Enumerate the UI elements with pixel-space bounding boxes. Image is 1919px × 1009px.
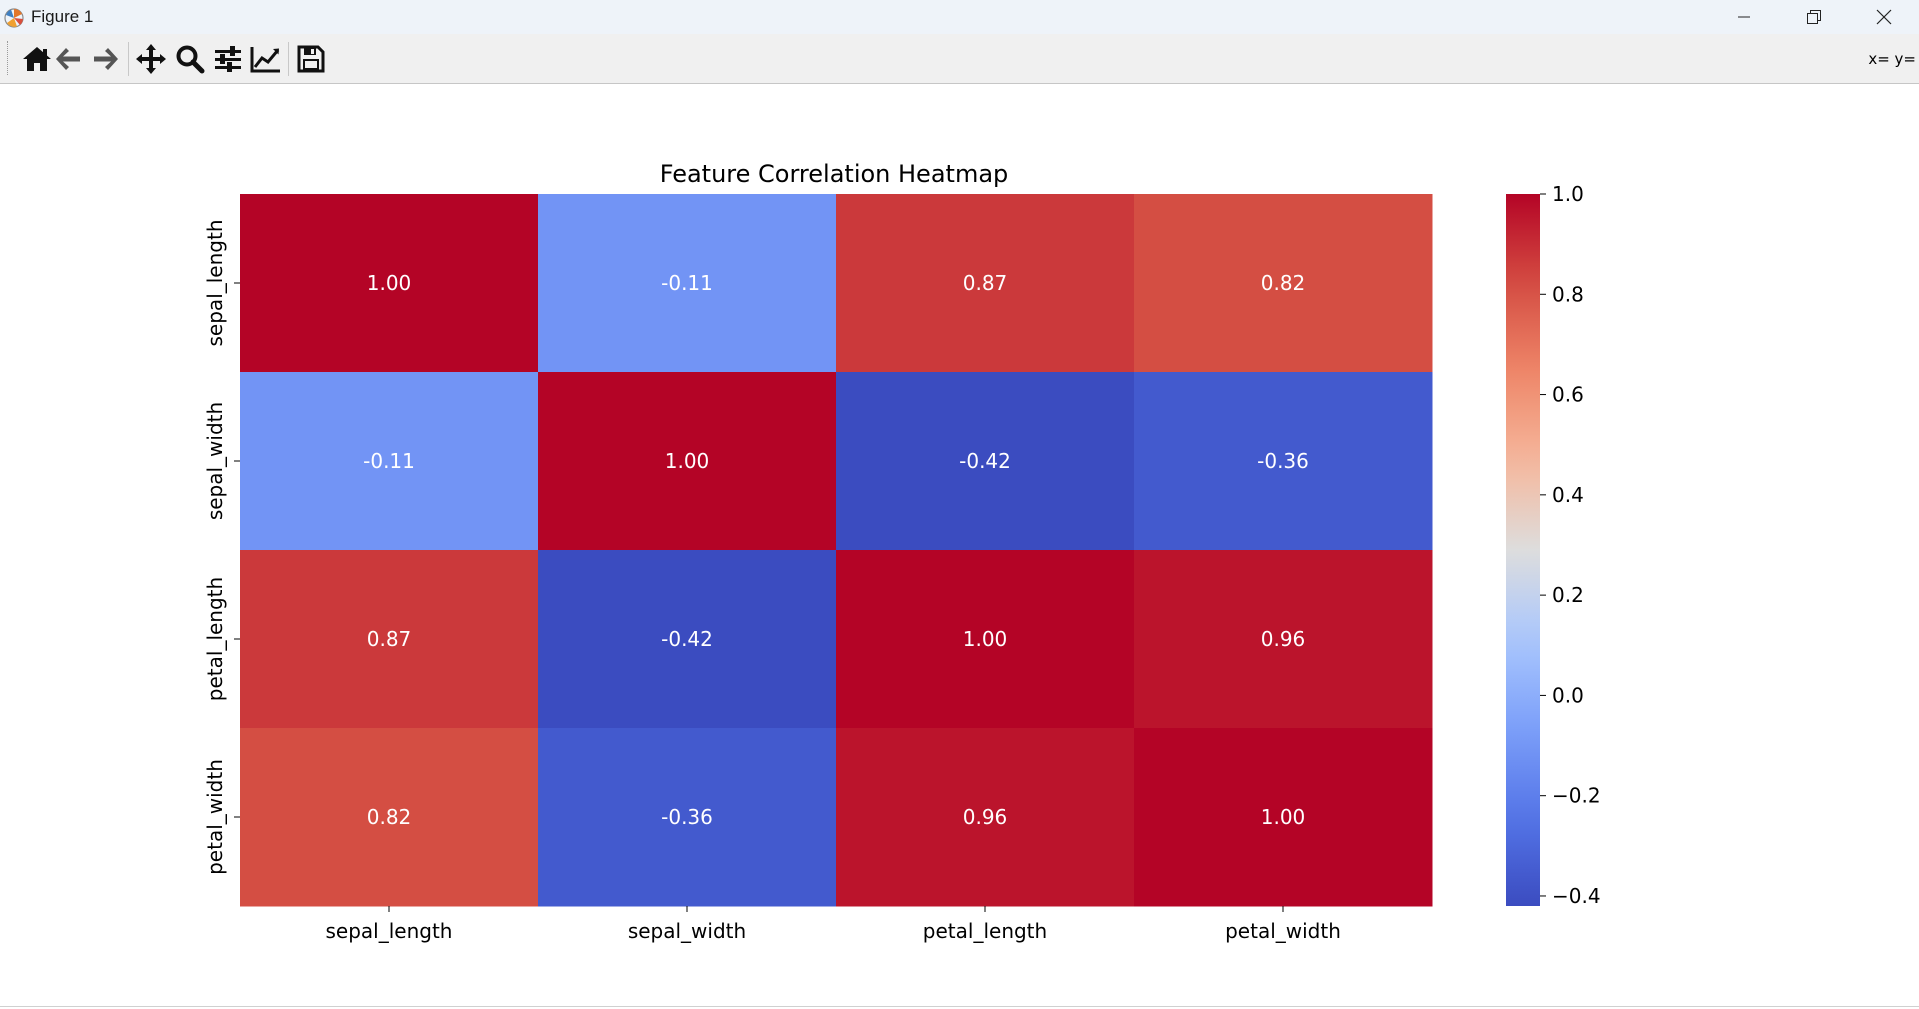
heatmap-cell (836, 728, 1135, 907)
heatmap-cell (836, 194, 1135, 373)
heatmap-cells: 1.00 -0.11 0.87 0.82 -0.11 1.00 -0.42 -0.36 0.87… (240, 194, 1433, 907)
pan-button[interactable] (131, 40, 171, 78)
cell-annotation: 1.00 (1261, 805, 1306, 829)
x-tick-label: petal_width (1225, 919, 1341, 943)
figure-canvas[interactable]: Feature Correlation Heatmap 1.00 -0.11 0.8… (0, 84, 1919, 1007)
edit-axes-button[interactable] (246, 40, 286, 78)
cell-annotation: 0.96 (1261, 627, 1306, 651)
heatmap-cell (240, 728, 539, 907)
arrow-right-icon (94, 48, 118, 70)
x-tick-label: sepal_width (628, 919, 746, 943)
back-button[interactable] (48, 40, 88, 78)
cell-annotation: 0.82 (1261, 271, 1306, 295)
cell-annotation: 0.82 (367, 805, 412, 829)
heatmap-cell (1134, 372, 1433, 551)
heatmap-cell (240, 372, 539, 551)
forward-button[interactable] (86, 40, 126, 78)
home-icon (23, 47, 51, 71)
arrow-left-icon (56, 48, 80, 70)
cell-annotation: 1.00 (665, 449, 710, 473)
line-chart-icon (250, 47, 280, 73)
heatmap-cell (1134, 194, 1433, 373)
title-bar: Figure 1 (0, 0, 1919, 34)
cell-annotation: 1.00 (963, 627, 1008, 651)
x-tick-label: sepal_length (326, 919, 453, 943)
heatmap-cell (538, 550, 837, 729)
window-title: Figure 1 (31, 7, 94, 26)
heatmap-cell (240, 194, 539, 373)
cell-annotation: -0.36 (1257, 449, 1309, 473)
colorbar-gradient (1506, 194, 1540, 906)
heatmap-cell (538, 728, 837, 907)
cell-annotation: -0.11 (363, 449, 415, 473)
x-axis-labels: sepal_length sepal_width petal_length petal… (326, 906, 1341, 943)
cell-annotation: -0.36 (661, 805, 713, 829)
minimize-button[interactable] (1709, 0, 1779, 34)
close-button[interactable] (1849, 0, 1919, 34)
cell-annotation: 0.87 (963, 271, 1008, 295)
app-logo-icon (2, 6, 26, 30)
save-button[interactable] (291, 40, 331, 78)
heatmap-cell (1134, 728, 1433, 907)
restore-icon (1807, 10, 1821, 24)
floppy-disk-icon (297, 45, 325, 73)
colorbar-tick-label: 0.0 (1552, 683, 1584, 707)
sliders-icon (215, 46, 241, 72)
configure-subplots-button[interactable] (208, 40, 248, 78)
colorbar-tick-label: 0.4 (1552, 483, 1584, 507)
heatmap-chart: Feature Correlation Heatmap 1.00 -0.11 0.8… (203, 160, 1601, 943)
y-tick-label: sepal_length (203, 220, 227, 347)
heatmap-cell (240, 550, 539, 729)
heatmap-cell (538, 372, 837, 551)
colorbar: 1.0 0.8 0.6 0.4 0.2 0.0 −0.2 −0.4 (1506, 182, 1601, 908)
y-tick-label: petal_width (203, 759, 227, 875)
home-button[interactable] (17, 40, 57, 78)
cell-annotation: 0.96 (963, 805, 1008, 829)
toolbar-grip[interactable] (7, 41, 10, 75)
heatmap-cell (836, 550, 1135, 729)
zoom-button[interactable] (170, 40, 210, 78)
colorbar-tick-label: 0.8 (1552, 282, 1584, 306)
x-tick-label: petal_length (923, 919, 1047, 943)
heatmap-cell (1134, 550, 1433, 729)
heatmap-cell (836, 372, 1135, 551)
y-tick-label: sepal_width (203, 402, 227, 520)
colorbar-tick-label: 0.6 (1552, 383, 1584, 407)
heatmap-cell (538, 194, 837, 373)
chart-title: Feature Correlation Heatmap (660, 160, 1009, 188)
cell-annotation: -0.42 (959, 449, 1011, 473)
cell-annotation: -0.42 (661, 627, 713, 651)
minimize-icon (1738, 16, 1750, 18)
colorbar-tick-label: −0.2 (1552, 784, 1601, 808)
y-axis-labels: sepal_length sepal_width petal_lengthpetal… (203, 220, 240, 875)
cursor-coordinates: x= y= (1868, 50, 1916, 68)
colorbar-tick-label: 0.2 (1552, 583, 1584, 607)
toolbar-separator (128, 42, 129, 76)
navigation-toolbar: x= y= (0, 34, 1919, 84)
maximize-button[interactable] (1779, 0, 1849, 34)
colorbar-tick-label: 1.0 (1552, 182, 1584, 206)
colorbar-tick-label: −0.4 (1552, 884, 1601, 908)
close-icon (1876, 9, 1892, 25)
status-divider (0, 1006, 1919, 1007)
cell-annotation: -0.11 (661, 271, 713, 295)
cell-annotation: 0.87 (367, 627, 412, 651)
y-tick-label: petal_length (203, 577, 227, 701)
move-icon (136, 44, 166, 74)
magnifier-icon (176, 45, 205, 74)
cell-annotation: 1.00 (367, 271, 412, 295)
toolbar-separator (288, 42, 289, 76)
